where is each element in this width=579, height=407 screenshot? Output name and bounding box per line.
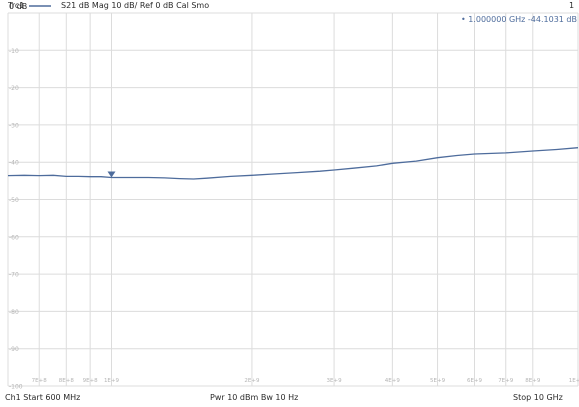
y-tick-label: -80: [9, 309, 19, 316]
marker-1-triangle[interactable]: [107, 171, 116, 178]
y-tick-label: -70: [9, 272, 19, 279]
x-tick-label: 4E+9: [385, 378, 401, 384]
start-frequency[interactable]: Ch1 Start 600 MHz: [5, 393, 81, 402]
x-tick-label: 8E+9: [525, 378, 541, 384]
trace-header: Trc1 S21 dB Mag 10 dB/ Ref 0 dB Cal Smo …: [0, 0, 579, 12]
channel-number: 1: [569, 1, 575, 10]
y-tick-label: -100: [9, 384, 23, 391]
trace-definition[interactable]: S21 dB Mag 10 dB/ Ref 0 dB Cal Smo: [61, 1, 210, 10]
y-tick-label: 0 dB: [9, 2, 27, 11]
y-tick-label: -40: [9, 160, 19, 167]
trace-color-swatch: [29, 5, 51, 7]
x-tick-label: 1E+10: [569, 378, 579, 384]
stop-frequency[interactable]: Stop 10 GHz: [513, 393, 563, 402]
x-tick-label: 7E+8: [32, 378, 48, 384]
x-tick-label: 8E+8: [59, 378, 75, 384]
y-tick-label: -50: [9, 197, 19, 204]
power-bandwidth[interactable]: Pwr 10 dBm Bw 10 Hz: [210, 393, 299, 402]
x-tick-label: 3E+9: [327, 378, 343, 384]
channel-footer: Ch1 Start 600 MHz Pwr 10 dBm Bw 10 Hz St…: [0, 392, 579, 407]
trace-line-s21[interactable]: [7, 147, 579, 180]
y-tick-label: -90: [9, 346, 19, 353]
trace-name[interactable]: Trc1: [8, 1, 25, 10]
x-tick-label: 7E+9: [498, 378, 514, 384]
x-tick-label: 1E+9: [104, 378, 120, 384]
x-tick-label: 6E+9: [467, 378, 483, 384]
trace-diagram[interactable]: 0 dB -10 -20 -30 -40 -50 -60 -70 -80 -90 -100 7E+8 8…: [0, 0, 579, 392]
x-tick-label: 2E+9: [244, 378, 260, 384]
x-tick-label: 9E+8: [83, 378, 99, 384]
marker-readout: • 1.000000 GHz -44.1031 dB: [461, 15, 577, 24]
x-tick-label: 5E+9: [430, 378, 446, 384]
y-tick-label: -60: [9, 234, 19, 241]
y-tick-label: -20: [9, 85, 19, 92]
y-tick-label: -10: [9, 48, 19, 55]
y-tick-label: -30: [9, 122, 19, 129]
